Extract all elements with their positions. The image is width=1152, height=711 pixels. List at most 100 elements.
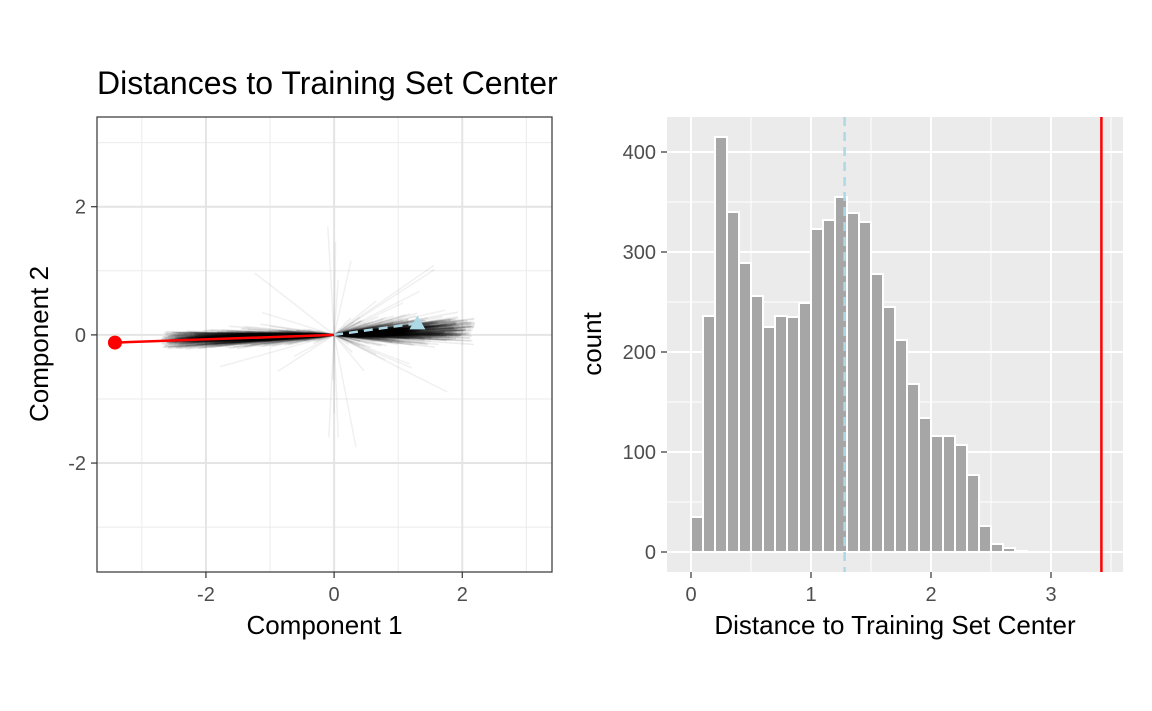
training-vector xyxy=(333,320,419,336)
histogram-bars xyxy=(690,136,1028,553)
scatter-panel-background xyxy=(97,117,552,572)
training-vector xyxy=(334,334,432,341)
training-vector xyxy=(334,326,420,336)
training-vector xyxy=(334,329,464,336)
training-vector xyxy=(333,315,417,336)
training-vector xyxy=(334,334,457,340)
training-vector xyxy=(334,332,467,336)
y-tick-label: 100 xyxy=(623,442,656,464)
training-vector xyxy=(333,317,403,336)
training-vector xyxy=(334,333,444,336)
y-tick-label: 400 xyxy=(623,142,656,164)
training-vector xyxy=(334,329,422,336)
training-vector xyxy=(334,329,467,336)
training-vector xyxy=(334,334,412,344)
training-vector xyxy=(334,329,404,336)
training-vector xyxy=(334,329,391,336)
histogram-bar xyxy=(786,316,800,553)
training-vector xyxy=(333,321,397,336)
training-vector xyxy=(334,334,473,342)
training-vector xyxy=(334,324,460,336)
training-vector xyxy=(334,325,461,336)
training-vector xyxy=(188,334,335,349)
training-vector xyxy=(334,327,455,336)
training-vector xyxy=(334,334,400,343)
training-vector xyxy=(334,331,419,336)
training-vector xyxy=(334,327,454,336)
training-vector xyxy=(170,332,335,336)
outlier-vector xyxy=(333,260,352,336)
training-vector xyxy=(333,334,383,346)
training-vector xyxy=(334,334,445,337)
histogram-bar xyxy=(1002,547,1016,553)
training-vector xyxy=(334,328,390,336)
training-vector xyxy=(334,334,416,346)
training-vector xyxy=(210,328,335,336)
training-vector xyxy=(334,332,406,336)
training-vector xyxy=(334,332,455,336)
training-vector xyxy=(334,331,445,336)
histogram-bar xyxy=(906,383,920,553)
training-vector xyxy=(333,320,395,336)
training-vector xyxy=(334,334,450,339)
histogram-bar xyxy=(738,262,752,553)
training-vector xyxy=(333,334,369,345)
training-vector xyxy=(334,322,419,336)
training-vector xyxy=(334,334,389,338)
histogram-bar xyxy=(894,339,908,553)
training-vector xyxy=(334,331,458,336)
training-vector xyxy=(334,331,393,336)
training-vector xyxy=(334,334,443,339)
training-vector xyxy=(334,334,409,339)
training-vector xyxy=(334,334,451,338)
training-vector xyxy=(333,334,381,347)
training-vector xyxy=(333,334,376,343)
training-vector xyxy=(334,334,461,337)
training-vector xyxy=(334,334,439,346)
training-vector xyxy=(237,334,335,350)
training-vector xyxy=(334,330,402,336)
outlier-vector xyxy=(333,334,365,372)
training-vector xyxy=(334,334,411,340)
training-vector xyxy=(333,334,377,356)
histogram-bar xyxy=(702,315,716,553)
training-vector xyxy=(333,334,379,343)
training-vector xyxy=(334,334,405,339)
outlier-vector xyxy=(332,334,335,380)
training-vector xyxy=(334,331,455,336)
training-vector xyxy=(333,322,394,336)
training-vector xyxy=(334,334,426,342)
training-vector xyxy=(334,334,459,337)
training-vector xyxy=(334,334,400,337)
scatter-x-axis-title: Component 1 xyxy=(246,610,402,640)
histogram-bar xyxy=(714,136,728,553)
training-vector xyxy=(334,334,453,337)
training-vector xyxy=(334,334,430,338)
training-vector xyxy=(334,331,457,336)
histogram-bar xyxy=(858,221,872,553)
training-vector xyxy=(334,334,420,337)
training-vector xyxy=(334,329,466,336)
outlier-vector xyxy=(261,311,335,336)
training-vector xyxy=(334,334,384,340)
training-vector xyxy=(334,334,429,345)
histogram-panel: 0 1 2 3 0 100 200 300 400 Distance to Training S… xyxy=(577,117,1123,640)
training-vector xyxy=(333,334,353,354)
training-vector xyxy=(334,334,406,337)
y-tick-label: 0 xyxy=(75,325,86,347)
histogram-y-axis-title: count xyxy=(577,311,607,375)
training-vector xyxy=(334,328,436,336)
scatter-marks xyxy=(107,315,426,350)
training-vector xyxy=(333,320,362,336)
histogram-bar xyxy=(954,444,968,553)
training-vector xyxy=(333,322,394,336)
training-vector xyxy=(334,325,472,336)
training-vector xyxy=(334,334,413,346)
training-vector xyxy=(334,327,463,336)
training-vector xyxy=(334,328,472,336)
training-vector xyxy=(240,328,335,336)
training-vector xyxy=(272,334,335,347)
training-vector xyxy=(334,329,463,336)
training-vector xyxy=(334,334,471,342)
histogram-bar xyxy=(798,302,812,553)
